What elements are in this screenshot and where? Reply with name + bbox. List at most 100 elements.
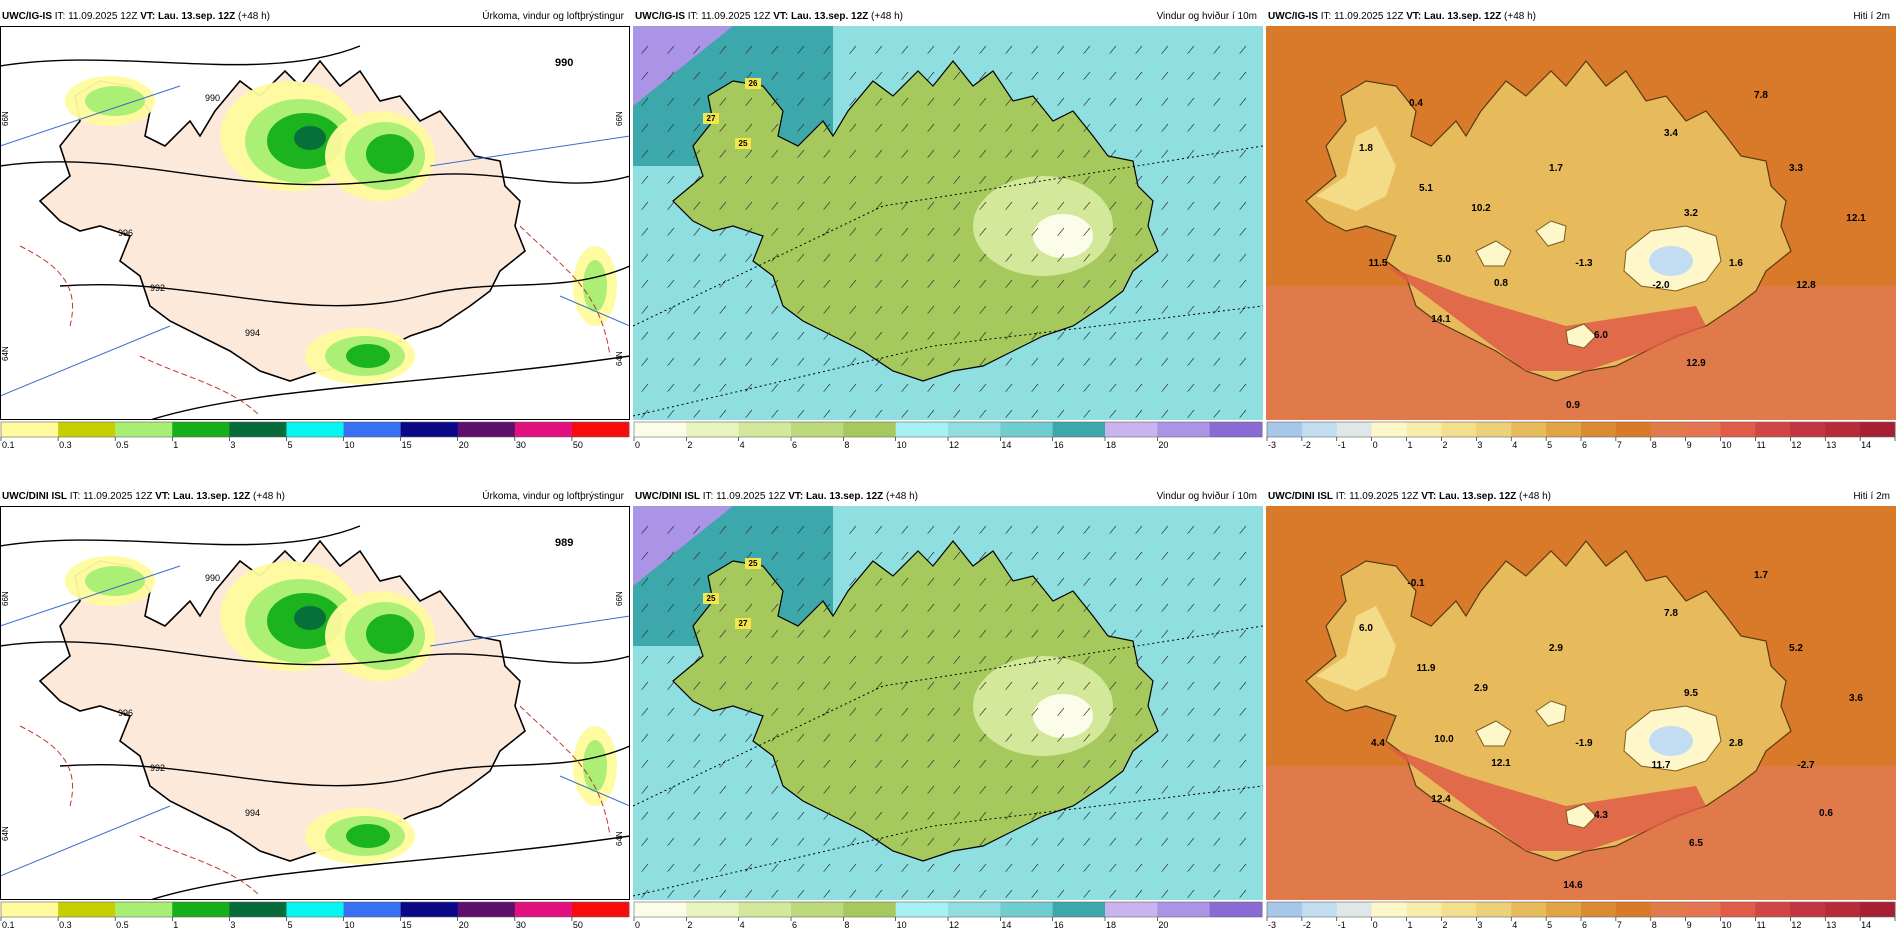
temperature-value: 4.4 xyxy=(1371,738,1385,749)
wind-arrow xyxy=(1005,577,1013,586)
wind-arrow xyxy=(1135,889,1143,898)
meridian-line xyxy=(429,135,630,167)
wind-arrow xyxy=(641,149,649,158)
init-time: IT: 11.09.2025 12Z xyxy=(687,11,771,22)
precip-area xyxy=(85,86,145,116)
wind-arrow xyxy=(719,707,727,716)
wind-arrow xyxy=(693,551,701,560)
wind-arrow xyxy=(849,175,857,184)
wind-arrow xyxy=(927,681,935,690)
temperature-dashed-line xyxy=(19,725,74,807)
wind-arrow xyxy=(1213,759,1221,768)
wind-arrow xyxy=(1187,123,1195,132)
wind-arrow xyxy=(875,201,883,210)
init-time: IT: 11.09.2025 12Z xyxy=(1320,11,1404,22)
colorbar-swatch xyxy=(1720,902,1756,917)
wind-arrow xyxy=(693,123,701,132)
wind-arrow xyxy=(1083,357,1091,366)
precip-area xyxy=(583,740,607,792)
wind-arrow xyxy=(745,655,753,664)
wind-arrow xyxy=(979,201,987,210)
colorbar-swatch xyxy=(1209,422,1263,437)
wind-arrow xyxy=(953,279,961,288)
colorbar-label: 3 xyxy=(230,920,235,930)
wind-arrow xyxy=(849,785,857,794)
colorbar-label: -3 xyxy=(1268,440,1276,450)
wind-arrow xyxy=(901,357,909,366)
glacier-area xyxy=(1475,720,1512,747)
wind-arrow xyxy=(771,863,779,872)
colorbar-label: 8 xyxy=(1652,440,1657,450)
wind-arrow xyxy=(927,733,935,742)
wind-arrow xyxy=(979,227,987,236)
warm-lowland-area xyxy=(1386,266,1706,371)
wind-arrow xyxy=(901,785,909,794)
colorbar-swatch xyxy=(343,422,402,437)
temperature-value: 1.8 xyxy=(1359,143,1373,154)
temperature-value: 3.6 xyxy=(1849,693,1863,704)
temperature-value: 4.3 xyxy=(1594,810,1608,821)
wind-arrow xyxy=(1213,525,1221,534)
wind-arrow xyxy=(745,707,753,716)
wind-arrow xyxy=(641,733,649,742)
colorbar-swatch xyxy=(1,422,59,437)
wind-arrow xyxy=(1005,655,1013,664)
latitude-label: 64N xyxy=(1,346,10,361)
wind-arrow xyxy=(823,227,831,236)
colorbar-swatch xyxy=(400,902,459,917)
wind-arrow xyxy=(1135,603,1143,612)
wind-arrow xyxy=(979,681,987,690)
wind-arrow xyxy=(1161,201,1169,210)
wind-arrow xyxy=(927,707,935,716)
wind-arrow xyxy=(641,253,649,262)
wind-arrow xyxy=(1109,149,1117,158)
wind-arrow xyxy=(1005,71,1013,80)
wind-arrow xyxy=(1161,603,1169,612)
wind-arrow xyxy=(1005,863,1013,872)
wind-arrow xyxy=(667,97,675,106)
wind-arrow xyxy=(1057,227,1065,236)
wind-arrow xyxy=(1161,785,1169,794)
colorbar-swatch xyxy=(1000,902,1054,917)
wind-arrow xyxy=(979,811,987,820)
wind-arrow xyxy=(1135,357,1143,366)
wind-arrow xyxy=(745,149,753,158)
temperature-dashed-line xyxy=(519,225,611,357)
wind-arrow xyxy=(901,525,909,534)
wind-arrow xyxy=(641,785,649,794)
wind-arrow xyxy=(953,551,961,560)
wind-arrow xyxy=(641,525,649,534)
colorbar-swatch xyxy=(1476,902,1512,917)
colorbar-frame xyxy=(0,421,630,438)
colorbar-swatch xyxy=(791,422,844,437)
wind-arrow xyxy=(849,331,857,340)
wind-arrow xyxy=(1083,863,1091,872)
colorbar-swatch xyxy=(1052,902,1106,917)
wind-arrow xyxy=(1083,889,1091,898)
wind-arrow xyxy=(719,785,727,794)
colorbar-label: -2 xyxy=(1303,440,1311,450)
wind-arrow xyxy=(1083,733,1091,742)
wind-arrow xyxy=(927,97,935,106)
colorbar-swatch xyxy=(1650,422,1687,437)
wind-arrow xyxy=(1239,253,1247,262)
wind-arrow xyxy=(1187,551,1195,560)
wind-arrow xyxy=(1239,331,1247,340)
wind-arrow xyxy=(1083,655,1091,664)
iceland-coastline xyxy=(672,540,1159,862)
temperature-value: 14.6 xyxy=(1563,880,1583,891)
wind-arrow xyxy=(1109,655,1117,664)
panel-title: Úrkoma, vindur og loftþrýstingur xyxy=(482,11,624,22)
wind-arrow xyxy=(1031,357,1039,366)
wind-arrow xyxy=(745,123,753,132)
init-time: IT: 11.09.2025 12Z xyxy=(1335,491,1419,502)
wind-arrow xyxy=(719,655,727,664)
wind-arrow xyxy=(1213,383,1221,392)
wind-arrow xyxy=(979,253,987,262)
calm-area xyxy=(1033,694,1093,738)
colorbar-swatch xyxy=(1406,902,1442,917)
colorbar-swatch xyxy=(1105,902,1158,917)
wind-arrow xyxy=(1239,733,1247,742)
wind-arrow xyxy=(693,577,701,586)
wind-arrow xyxy=(797,525,805,534)
